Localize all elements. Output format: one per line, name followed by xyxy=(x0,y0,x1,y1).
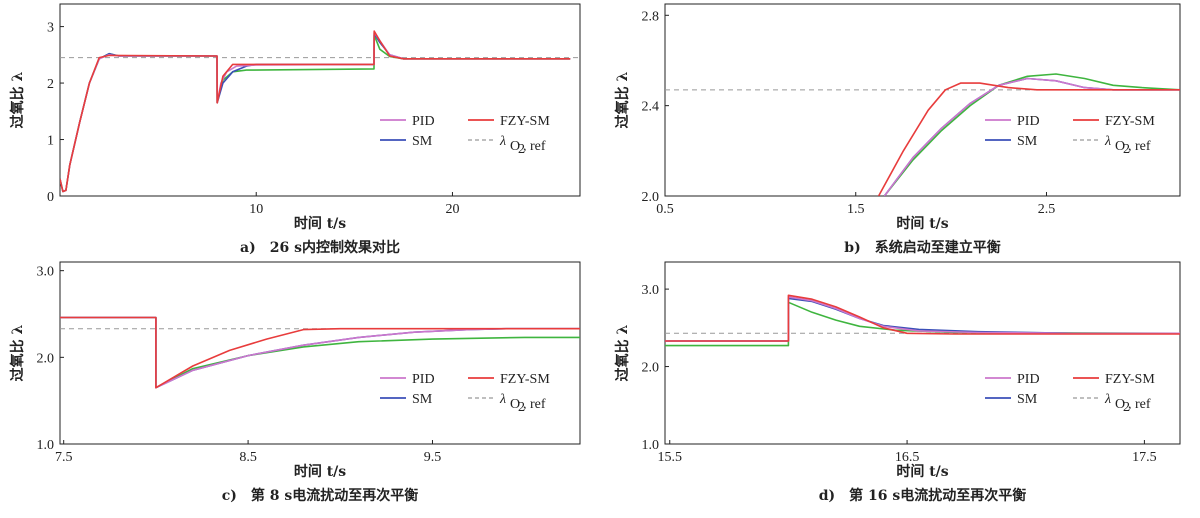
legend-label-fzy: FZY-SM xyxy=(1105,372,1155,387)
x-tick-label: 2.5 xyxy=(1038,202,1056,217)
legend-label-pid: PID xyxy=(412,114,435,129)
legend: PID FZY-SM SM λ O2, ref xyxy=(985,114,1155,157)
x-tick-label: 20 xyxy=(445,202,459,217)
legend-label-fzy: FZY-SM xyxy=(500,114,550,129)
x-tick-label: 15.5 xyxy=(657,450,682,465)
y-axis-label: 过氧比 λ xyxy=(9,324,26,381)
series-line-fzy xyxy=(60,316,580,389)
legend: PID FZY-SM SM λ O2, ref xyxy=(985,372,1155,415)
y-tick-label: 3 xyxy=(47,21,54,36)
x-tick-label: 17.5 xyxy=(1132,450,1157,465)
series-line-fzy xyxy=(60,30,571,193)
x-tick-label: 7.5 xyxy=(55,450,73,465)
legend-label-pid: PID xyxy=(1017,372,1040,387)
legend-label-ref: λ xyxy=(1104,134,1111,149)
chart-panel-d: 15.5 16.5 17.5 1.0 2.0 3.0 时间 t/s 过氧比 λ d) 第 16 … xyxy=(614,261,1181,504)
legend-label-ref-sub2: 2 xyxy=(518,400,525,415)
legend-label-sm: SM xyxy=(412,392,433,407)
series-line-fzy xyxy=(877,82,1180,196)
legend-label-pid: PID xyxy=(412,372,435,387)
y-axis-label: 过氧比 λ xyxy=(9,71,26,128)
x-axis-label: 时间 t/s xyxy=(896,463,948,480)
legend-label-ref-sub3: , ref xyxy=(1128,139,1151,154)
y-axis-label: 过氧比 λ xyxy=(614,324,631,381)
y-axis-label: 过氧比 λ xyxy=(614,71,631,128)
series-line-green xyxy=(665,301,1180,347)
x-tick-label: 16.5 xyxy=(895,450,920,465)
series-line-green xyxy=(883,73,1180,196)
x-tick-label: 1.5 xyxy=(847,202,865,217)
x-axis-label: 时间 t/s xyxy=(294,215,346,232)
legend-label-ref-sub3: , ref xyxy=(523,139,546,154)
legend-label-ref-sub3: , ref xyxy=(1128,397,1151,412)
x-axis-label: 时间 t/s xyxy=(896,215,948,232)
legend-label-sm: SM xyxy=(1017,392,1038,407)
legend-label-ref-sub: O xyxy=(1115,397,1125,412)
legend-label-ref: λ xyxy=(499,392,506,407)
panel-caption: d) 第 16 s电流扰动至再次平衡 xyxy=(819,487,1027,504)
y-tick-label: 2 xyxy=(47,77,54,92)
legend-label-ref: λ xyxy=(1104,392,1111,407)
legend-label-fzy: FZY-SM xyxy=(500,372,550,387)
x-tick-label: 10 xyxy=(249,202,263,217)
legend-label-sm: SM xyxy=(412,134,433,149)
y-tick-label: 1.0 xyxy=(642,438,660,453)
y-tick-label: 2.0 xyxy=(37,351,55,366)
x-axis-label: 时间 t/s xyxy=(294,463,346,480)
series-line-pid xyxy=(883,77,1180,196)
legend-label-ref-sub2: 2 xyxy=(1123,400,1130,415)
series-line-sm xyxy=(60,32,571,193)
legend-label-ref-sub2: 2 xyxy=(1123,142,1130,157)
legend-label-ref: λ xyxy=(499,134,506,149)
panel-caption: c) 第 8 s电流扰动至再次平衡 xyxy=(222,487,419,504)
legend-label-ref-sub3: , ref xyxy=(523,397,546,412)
plot-frame xyxy=(664,3,1181,197)
x-tick-label: 0.5 xyxy=(656,202,674,217)
plot-frame xyxy=(59,3,581,197)
legend-label-pid: PID xyxy=(1017,114,1040,129)
x-tick-label: 8.5 xyxy=(239,450,257,465)
y-tick-label: 1 xyxy=(47,134,54,149)
legend-label-ref-sub2: 2 xyxy=(518,142,525,157)
legend-label-fzy: FZY-SM xyxy=(1105,114,1155,129)
legend-label-sm: SM xyxy=(1017,134,1038,149)
chart-panel-b: 0.5 1.5 2.5 2.0 2.4 2.8 时间 t/s 过氧比 λ b) 系统启动至建立平… xyxy=(614,3,1181,256)
chart-panel-a: 10 20 0 1 2 3 时间 t/s 过氧比 λ a) 26 s内控制效果对比 PID FZY-… xyxy=(9,3,581,256)
legend-label-ref-sub: O xyxy=(510,397,520,412)
y-tick-label: 1.0 xyxy=(37,438,55,453)
y-tick-label: 2.0 xyxy=(642,361,660,376)
plot-frame xyxy=(59,261,581,445)
y-tick-label: 0 xyxy=(47,190,54,205)
y-tick-label: 2.4 xyxy=(642,100,660,115)
panel-caption: a) 26 s内控制效果对比 xyxy=(240,239,400,256)
series-line-fzy xyxy=(665,294,1180,342)
legend: PID FZY-SM SM λ O2, ref xyxy=(380,114,550,157)
y-tick-label: 3.0 xyxy=(642,283,660,298)
x-tick-label: 9.5 xyxy=(424,450,442,465)
legend: PID FZY-SM SM λ O2, ref xyxy=(380,372,550,415)
y-tick-label: 2.8 xyxy=(642,9,660,24)
chart-panel-c: 7.5 8.5 9.5 1.0 2.0 3.0 时间 t/s 过氧比 λ c) 第 8 s电流扰… xyxy=(9,261,581,504)
legend-label-ref-sub: O xyxy=(510,139,520,154)
legend-label-ref-sub: O xyxy=(1115,139,1125,154)
y-tick-label: 2.0 xyxy=(642,190,660,205)
y-tick-label: 3.0 xyxy=(37,265,55,280)
plot-frame xyxy=(664,261,1181,445)
panel-caption: b) 系统启动至建立平衡 xyxy=(844,239,1000,256)
